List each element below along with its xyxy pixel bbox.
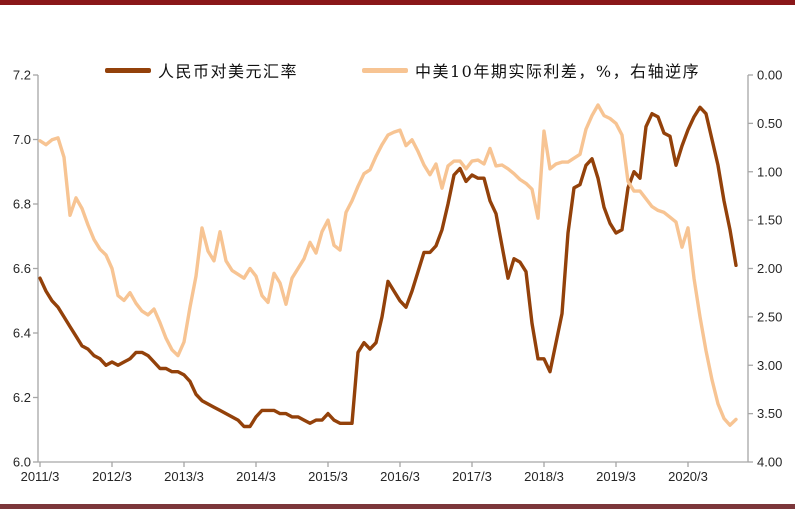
y-axis-right-tick-label: 3.00: [757, 358, 782, 373]
y-axis-left-tick-label: 7.2: [13, 68, 31, 83]
y-axis-right-tick-label: 0.00: [757, 68, 782, 83]
bottom-accent-bar: [0, 504, 795, 509]
y-axis-right-tick-label: 2.00: [757, 261, 782, 276]
legend-line-swatch-spread: [362, 67, 408, 73]
x-axis-tick-label: 2018/3: [524, 469, 564, 484]
y-axis-left-tick-label: 6.8: [13, 197, 31, 212]
x-axis-tick-label: 2011/3: [21, 469, 60, 484]
x-axis-tick-label: 2016/3: [380, 469, 420, 484]
x-axis-tick-label: 2019/3: [596, 469, 636, 484]
legend-label-cny: 人民币对美元汇率: [158, 62, 299, 81]
x-axis-tick-label: 2013/3: [164, 469, 204, 484]
y-axis-left-tick-label: 6.6: [13, 261, 31, 276]
legend-item-rate-spread: 中美10年期实际利差，%，右轴逆序: [362, 60, 701, 81]
y-axis-right-tick-label: 3.50: [757, 406, 782, 421]
series-line-rate-spread: [38, 103, 738, 427]
y-axis-right-tick-label: 2.50: [757, 309, 782, 324]
y-axis-left-tick-label: 6.4: [13, 326, 31, 341]
legend-item-cny-usd-rate: 人民币对美元汇率: [105, 60, 299, 81]
y-axis-left-tick-label: 6.0: [13, 455, 31, 470]
y-axis-right-tick-label: 1.50: [757, 213, 782, 228]
x-axis-tick-label: 2020/3: [668, 469, 708, 484]
y-axis-right-tick-label: 4.00: [757, 455, 782, 470]
x-axis-tick-label: 2017/3: [452, 469, 492, 484]
x-axis-tick-label: 2015/3: [308, 469, 348, 484]
legend-line-swatch-cny: [105, 67, 151, 73]
series-line-cny-usd-rate: [38, 105, 738, 429]
legend-label-spread: 中美10年期实际利差，%，右轴逆序: [415, 62, 701, 81]
y-axis-right-tick-label: 0.50: [757, 116, 782, 131]
x-axis-tick-label: 2012/3: [92, 469, 132, 484]
y-axis-left-tick-label: 7.0: [13, 132, 31, 147]
top-accent-bar: [0, 0, 795, 5]
y-axis-right-tick-label: 1.00: [757, 164, 782, 179]
x-axis-tick-label: 2014/3: [236, 469, 276, 484]
y-axis-left-tick-label: 6.2: [13, 390, 31, 405]
